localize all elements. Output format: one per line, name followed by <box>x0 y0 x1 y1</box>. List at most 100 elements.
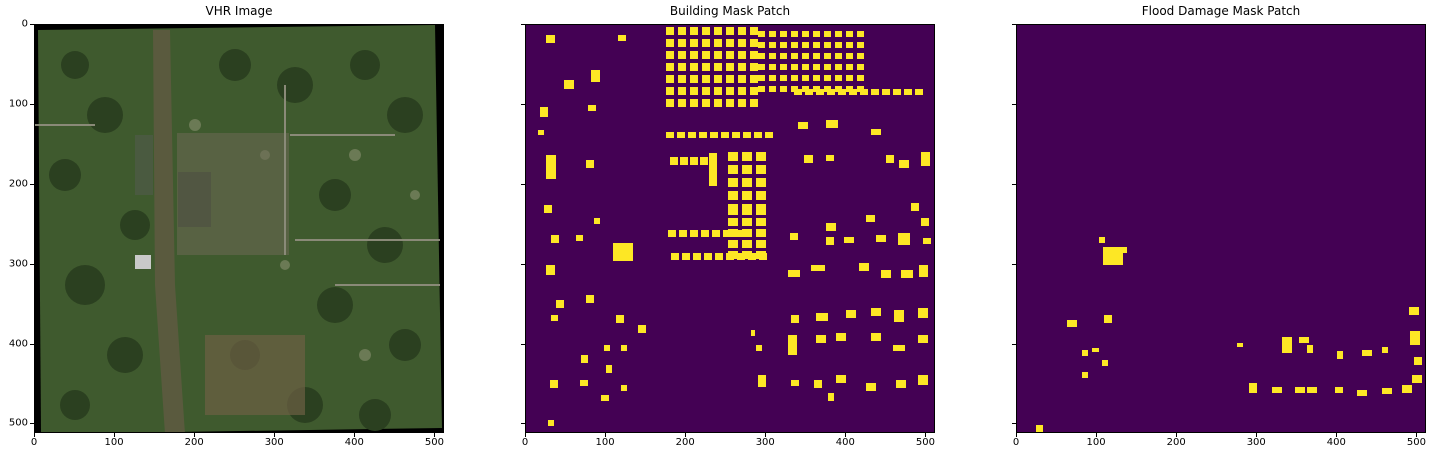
building-footprint <box>670 157 678 165</box>
building-footprint <box>921 218 929 226</box>
building-footprint <box>742 229 752 237</box>
damaged-building <box>1272 387 1282 393</box>
building-footprint <box>758 86 765 92</box>
building-footprint <box>738 39 746 47</box>
building-footprint <box>688 132 696 138</box>
building-footprint <box>802 42 809 48</box>
building-footprint <box>791 380 799 386</box>
damaged-building <box>1092 348 1099 352</box>
y-tick-mark <box>521 423 525 424</box>
building-footprint <box>666 99 674 107</box>
building-footprint <box>546 35 555 43</box>
building-footprint <box>728 191 738 200</box>
building-footprint <box>780 86 787 92</box>
building-footprint <box>769 75 776 81</box>
building-footprint <box>678 75 686 83</box>
building-footprint <box>678 27 686 35</box>
building-footprint <box>606 365 612 373</box>
building-footprint <box>690 87 698 95</box>
x-tick-label: 400 <box>1327 437 1346 448</box>
building-footprint <box>548 420 554 426</box>
building-footprint <box>859 263 869 271</box>
building-footprint <box>838 89 846 95</box>
damaged-building <box>1036 425 1043 432</box>
building-footprint <box>769 64 776 70</box>
building-footprint <box>576 235 583 241</box>
building-footprint <box>836 333 846 341</box>
building-footprint <box>704 253 712 260</box>
damaged-building <box>1382 388 1392 394</box>
panel-title: VHR Image <box>34 4 444 18</box>
building-footprint <box>769 86 776 92</box>
building-footprint <box>546 155 556 179</box>
building-footprint <box>678 99 686 107</box>
building-footprint <box>728 207 738 215</box>
building-footprint <box>871 308 881 316</box>
building-footprint <box>816 313 828 321</box>
building-footprint <box>728 240 738 248</box>
building-footprint <box>742 207 752 215</box>
building-footprint <box>726 87 734 95</box>
building-footprint <box>758 53 765 59</box>
building-footprint <box>857 64 864 70</box>
building-footprint <box>700 157 708 165</box>
building-footprint <box>550 380 558 388</box>
building-footprint <box>714 75 722 83</box>
building-footprint <box>816 89 824 95</box>
building-footprint <box>621 385 627 391</box>
building-footprint <box>738 99 746 107</box>
x-tick-label: 500 <box>916 437 935 448</box>
building-footprint <box>899 160 909 168</box>
x-tick-label: 500 <box>1407 437 1426 448</box>
building-footprint <box>668 230 676 237</box>
building-footprint <box>738 51 746 59</box>
x-tick-label: 500 <box>425 437 444 448</box>
building-footprint <box>835 31 842 37</box>
panel-vhr-image: VHR Image <box>30 0 490 457</box>
y-tick-mark <box>1012 264 1016 265</box>
damaged-building <box>1402 385 1412 393</box>
building-footprint <box>918 335 928 343</box>
building-footprint <box>780 75 787 81</box>
building-footprint <box>712 230 720 237</box>
building-footprint <box>594 218 600 224</box>
x-tick-label: 0 <box>522 437 528 448</box>
building-footprint <box>714 39 722 47</box>
building-footprint <box>857 42 864 48</box>
damaged-building <box>1121 247 1127 253</box>
building-footprint <box>866 215 875 222</box>
building-footprint <box>824 53 831 59</box>
building-footprint <box>835 42 842 48</box>
building-footprint <box>846 75 853 81</box>
building-footprint <box>827 89 835 95</box>
y-tick-mark <box>521 24 525 25</box>
building-footprint <box>756 207 766 215</box>
building-footprint <box>742 191 752 200</box>
y-tick-mark <box>30 184 34 185</box>
building-footprint <box>918 375 928 385</box>
damaged-building <box>1249 383 1257 393</box>
y-tick-mark <box>30 344 34 345</box>
building-footprint <box>714 63 722 71</box>
building-footprint <box>666 75 674 83</box>
building-footprint <box>835 64 842 70</box>
building-footprint <box>756 345 762 351</box>
damaged-building <box>1410 331 1420 345</box>
building-footprint <box>726 39 734 47</box>
building-footprint <box>750 39 758 47</box>
building-footprint <box>756 240 766 248</box>
y-tick-mark <box>521 184 525 185</box>
building-mask-axes <box>525 24 935 433</box>
damaged-building <box>1357 390 1367 396</box>
building-footprint <box>826 120 838 128</box>
building-footprint <box>723 230 731 237</box>
building-footprint <box>876 235 886 242</box>
building-footprint <box>580 380 588 386</box>
building-footprint <box>638 325 646 333</box>
building-footprint <box>678 87 686 95</box>
building-footprint <box>693 253 701 260</box>
building-footprint <box>780 64 787 70</box>
building-footprint <box>666 63 674 71</box>
damaged-building <box>1307 345 1313 353</box>
building-footprint <box>846 53 853 59</box>
